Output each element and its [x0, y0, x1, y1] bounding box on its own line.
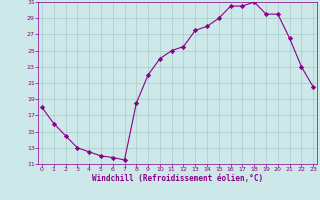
- X-axis label: Windchill (Refroidissement éolien,°C): Windchill (Refroidissement éolien,°C): [92, 174, 263, 183]
